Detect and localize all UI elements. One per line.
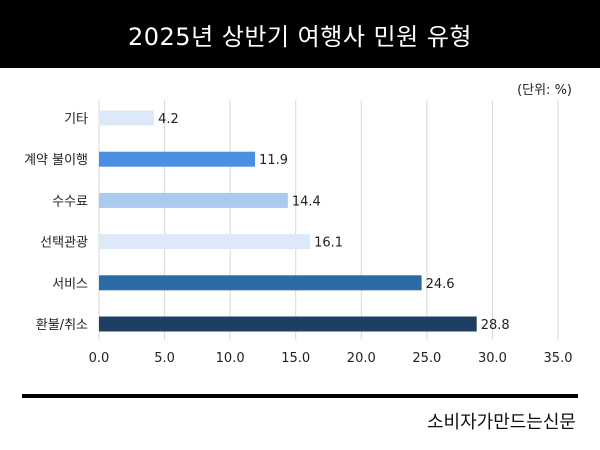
- value-label: 24.6: [426, 277, 455, 292]
- bar: [99, 275, 422, 290]
- x-tick-label: 25.0: [412, 351, 441, 366]
- category-label: 계약 불이행: [24, 152, 88, 168]
- value-label: 14.4: [292, 194, 321, 209]
- category-label: 수수료: [52, 194, 88, 209]
- x-tick-label: 5.0: [154, 351, 175, 366]
- x-tick-label: 15.0: [281, 351, 310, 366]
- source-label: 소비자가만드는신문: [427, 408, 576, 434]
- category-label: 서비스: [52, 277, 88, 292]
- x-tick-label: 10.0: [216, 351, 245, 366]
- value-label: 28.8: [481, 318, 510, 333]
- bar: [99, 193, 288, 208]
- x-tick-label: 30.0: [478, 351, 507, 366]
- x-tick-label: 20.0: [347, 351, 376, 366]
- value-label: 16.1: [314, 236, 343, 251]
- bar: [99, 111, 154, 126]
- category-label: 기타: [64, 112, 88, 127]
- bar: [99, 317, 477, 332]
- x-tick-label: 0.0: [89, 351, 110, 366]
- value-label: 11.9: [259, 153, 288, 168]
- bar: [99, 234, 310, 249]
- divider: [22, 394, 578, 398]
- bar: [99, 152, 255, 167]
- x-tick-label: 35.0: [544, 351, 573, 366]
- value-label: 4.2: [158, 112, 179, 127]
- bar-chart: 0.0 5.0 10.0 15.0 20.0 25.0 30.0 35.0 기타 4.2 계약 불이…: [0, 0, 600, 390]
- category-label: 환불/취소: [36, 318, 88, 333]
- category-label: 선택관광: [40, 236, 88, 251]
